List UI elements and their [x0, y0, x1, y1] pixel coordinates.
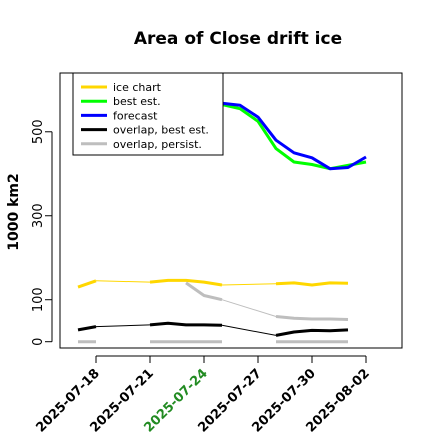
chart-title: Area of Close drift ice — [134, 29, 342, 49]
legend-label-4: overlap, persist. — [113, 138, 202, 151]
series-0-segment-2 — [149, 278, 223, 287]
legend-label-0: ice chart — [113, 81, 162, 94]
legend-label-2: forecast — [113, 109, 158, 122]
series-1-segment-0 — [203, 99, 367, 171]
y-tick-label-3: 500 — [31, 119, 46, 144]
x-axis: 2025-07-182025-07-212025-07-242025-07-27… — [33, 355, 373, 436]
series-3-segment-0 — [77, 325, 97, 332]
legend-label-1: best est. — [113, 95, 161, 108]
legend-label-3: overlap, best est. — [113, 124, 209, 137]
series-0-segment-1 — [95, 280, 151, 283]
series-4-segment-4 — [275, 315, 349, 321]
series-layer — [77, 98, 367, 344]
series-3-segment-4 — [275, 328, 349, 337]
plot-area-frame — [59, 72, 403, 349]
y-axis-label: 1000 km2 — [6, 173, 22, 250]
y-tick-label-0: 0 — [31, 338, 46, 346]
series-3-segment-2 — [149, 321, 223, 327]
series-2-segment-0 — [203, 98, 367, 171]
series-0-segment-4 — [275, 281, 349, 287]
series-3-segment-1 — [95, 324, 151, 328]
y-tick-label-1: 100 — [31, 287, 46, 312]
series-0-segment-3 — [221, 283, 277, 286]
series-4-segment-3 — [221, 299, 277, 317]
series-3-segment-3 — [221, 324, 277, 336]
series-0-segment-0 — [77, 279, 97, 289]
y-axis: 0 100 300 500 — [31, 119, 53, 346]
y-tick-label-2: 300 — [31, 203, 46, 228]
series-4-segment-2 — [185, 281, 223, 302]
